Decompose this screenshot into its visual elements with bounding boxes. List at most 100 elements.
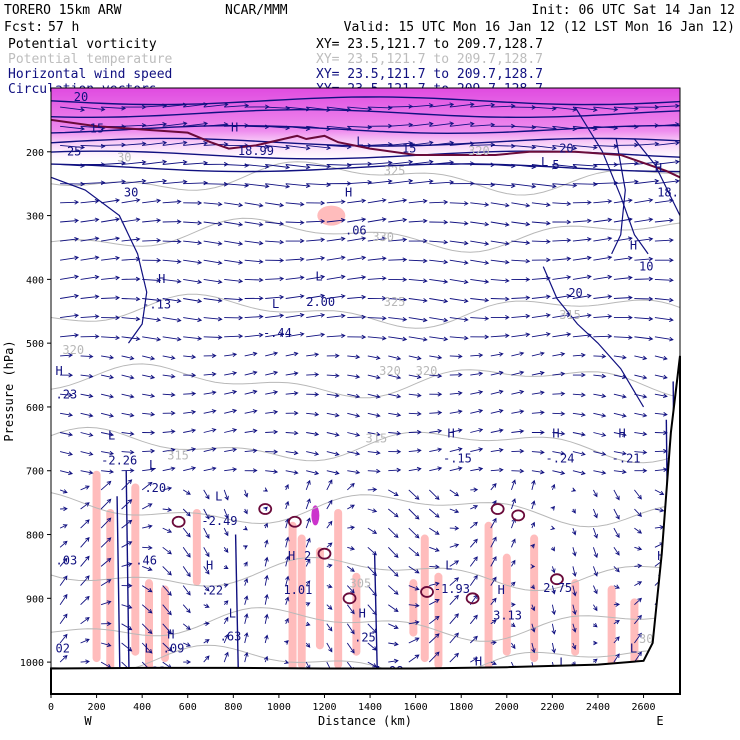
circulation-vector (593, 180, 619, 186)
circulation-vector (490, 597, 497, 605)
circulation-vector (388, 159, 414, 165)
circulation-vector (183, 140, 209, 146)
circulation-vector (326, 412, 340, 418)
circulation-vector (654, 393, 668, 399)
circulation-vector (490, 467, 504, 473)
circulation-vector (223, 616, 229, 625)
circulation-vector (244, 409, 258, 414)
legend-field-name: Horizontal wind speed (8, 67, 172, 82)
circulation-vector (429, 102, 455, 108)
circulation-vector (100, 412, 115, 418)
circulation-vector (60, 274, 80, 280)
circulation-vector (142, 121, 168, 127)
circulation-vector (80, 294, 100, 300)
circulation-vector (162, 278, 182, 284)
circulation-vector (530, 604, 536, 612)
circulation-vector (285, 106, 311, 112)
circulation-vector (183, 447, 197, 453)
circulation-vector (531, 183, 557, 189)
circulation-vector (101, 295, 121, 301)
circulation-vector (162, 447, 176, 453)
circulation-vector (203, 201, 223, 207)
circulation-vector (470, 102, 496, 108)
pv-fill-patch (106, 509, 115, 675)
circulation-vector (59, 575, 68, 586)
circulation-vector (490, 640, 497, 645)
circulation-vector (367, 450, 381, 456)
circulation-vector (388, 489, 399, 496)
circulation-vector (531, 144, 557, 151)
circulation-vector (634, 632, 642, 644)
circulation-vector (552, 238, 572, 243)
circulation-vector (613, 508, 620, 520)
circulation-vector (60, 432, 74, 437)
circulation-vector (550, 525, 556, 531)
circulation-vector (142, 140, 168, 146)
circulation-vector (428, 489, 440, 501)
circulation-vector (572, 313, 592, 319)
circulation-vector (59, 540, 68, 548)
circulation-vector (101, 179, 127, 185)
circulation-vector (510, 622, 516, 628)
circulation-vector (223, 527, 229, 537)
circulation-vector (203, 466, 217, 472)
circulation-vector (285, 220, 305, 225)
circulation-vector (141, 604, 153, 614)
circulation-vector (162, 259, 182, 264)
circulation-vector (388, 374, 402, 380)
circulation-vector (388, 237, 408, 243)
circulation-vector (80, 198, 100, 204)
wind-speed-contour (51, 96, 680, 106)
circulation-vector (244, 370, 258, 376)
circulation-vector (265, 294, 285, 300)
circulation-vector (572, 412, 586, 417)
circulation-vector (593, 432, 607, 437)
circulation-vector (244, 448, 258, 454)
circulation-vector (347, 198, 367, 204)
circulation-vector (449, 543, 460, 548)
y-tick-label: 800 (26, 531, 44, 542)
circulation-vector (429, 581, 440, 587)
circulation-vector (510, 581, 516, 587)
circulation-vector (367, 393, 381, 399)
circulation-vector (347, 469, 361, 475)
circulation-vector (531, 220, 551, 226)
contour-annotation: .23 (56, 388, 78, 402)
circulation-vector (224, 202, 244, 208)
circulation-vector (429, 199, 449, 205)
circulation-vector (367, 431, 381, 437)
circulation-vector (531, 430, 545, 435)
circulation-vector (244, 632, 249, 644)
circulation-vector (101, 432, 115, 437)
circulation-vector (162, 466, 176, 472)
circulation-vector (429, 278, 449, 284)
circulation-vector (203, 278, 223, 285)
circulation-vector (613, 315, 633, 320)
circulation-vector (530, 543, 535, 549)
circulation-vector (572, 372, 586, 378)
contour-annotation: 25 (67, 145, 81, 159)
circulation-vector (121, 562, 133, 567)
circulation-vector (470, 297, 490, 303)
circulation-vector (80, 217, 100, 223)
circulation-vector (511, 602, 516, 607)
circulation-vector (142, 355, 156, 361)
circulation-vector (550, 546, 555, 552)
circulation-vector (367, 527, 378, 534)
circulation-vector (203, 390, 217, 395)
circulation-vector (449, 317, 469, 322)
circulation-vector (408, 336, 428, 342)
circulation-vector (101, 198, 121, 204)
circulation-vector (142, 238, 162, 243)
circulation-vector (449, 577, 459, 586)
circulation-vector (285, 351, 299, 357)
circulation-vector (101, 275, 121, 281)
circulation-vector (511, 429, 525, 434)
circulation-vector (592, 622, 598, 628)
circulation-vector (531, 370, 545, 376)
circulation-vector (388, 430, 402, 436)
circulation-vector (142, 198, 162, 204)
circulation-vector (469, 635, 478, 644)
contour-annotation: L (149, 458, 156, 472)
contour-annotation: H (655, 161, 662, 175)
